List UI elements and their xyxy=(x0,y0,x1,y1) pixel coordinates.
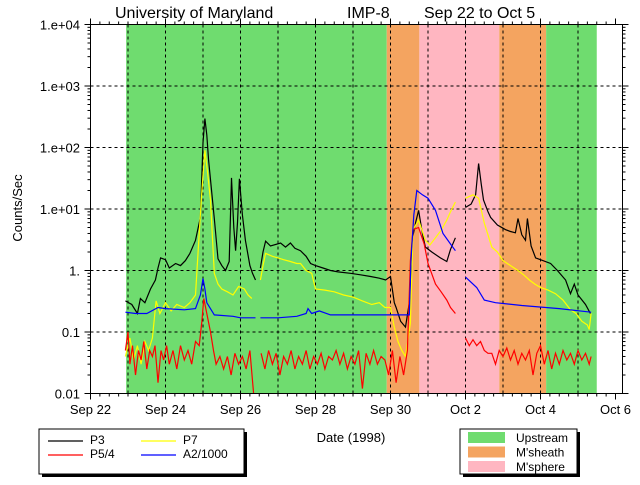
series-line-p3 xyxy=(125,118,591,329)
grid-lines xyxy=(90,24,623,394)
legend-label: P7 xyxy=(183,433,198,447)
y-tick-label: 1.e+03 xyxy=(40,79,80,94)
legend-label: P3 xyxy=(90,433,105,447)
legend-label: Upstream xyxy=(516,431,568,445)
x-tick-label: Sep 24 xyxy=(145,402,186,417)
legend-label: P5/4 xyxy=(90,447,115,461)
title-right: Sep 22 to Oct 5 xyxy=(424,5,535,22)
x-tick-labels: Sep 22 Sep 24 Sep 26 Sep 28 Sep 30 Oct 2 Oct 4… xyxy=(70,402,631,417)
y-tick-label: 0.01 xyxy=(55,387,80,402)
title-center: IMP-8 xyxy=(347,5,390,22)
y-tick-label: 1.e+01 xyxy=(40,202,80,217)
x-tick-label: Oct 4 xyxy=(525,402,556,417)
title-left: University of Maryland xyxy=(115,5,273,22)
y-tick-labels: 1.e+04 1.e+03 1.e+02 1.e+01 1. 0.1 0.01 xyxy=(40,18,80,402)
y-axis-label: Counts/Sec xyxy=(10,174,25,242)
x-tick-label: Sep 22 xyxy=(70,402,111,417)
x-tick-label: Sep 30 xyxy=(370,402,411,417)
x-tick-label: Oct 2 xyxy=(450,402,481,417)
legend-label: A2/1000 xyxy=(183,447,228,461)
legend-label: M'sheath xyxy=(516,446,564,460)
y-tick-label: 1.e+02 xyxy=(40,141,80,156)
axis-ticks xyxy=(84,18,629,400)
y-tick-label: 1. xyxy=(69,264,80,279)
series-line-a21000 xyxy=(125,189,592,319)
y-tick-label: 0.1 xyxy=(62,325,80,340)
legend-swatch-region xyxy=(468,432,505,443)
legend-label: M'sphere xyxy=(516,460,565,474)
x-tick-label: Sep 26 xyxy=(220,402,261,417)
x-axis-label: Date (1998) xyxy=(317,430,386,445)
y-tick-label: 1.e+04 xyxy=(40,18,80,33)
x-tick-label: Oct 6 xyxy=(600,402,631,417)
x-tick-label: Sep 28 xyxy=(295,402,336,417)
legend-swatch-region xyxy=(468,446,505,458)
legend-swatch-region xyxy=(468,461,505,472)
series-lines xyxy=(124,118,592,394)
